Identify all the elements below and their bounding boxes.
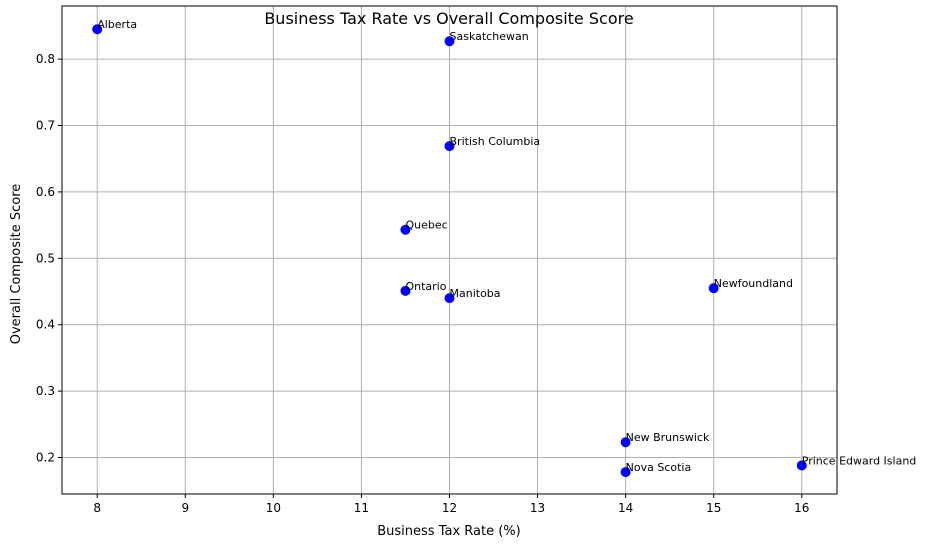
data-point-label: Quebec	[405, 219, 447, 232]
y-tick-label: 0.4	[36, 318, 55, 332]
point-layer: Alberta Saskatchewan British Columbia Quebe…	[92, 18, 917, 478]
data-point-label: Nova Scotia	[626, 461, 692, 474]
y-tick-label: 0.7	[36, 119, 55, 133]
data-point-label: Alberta	[97, 18, 137, 31]
x-tick-label: 13	[530, 501, 545, 515]
x-tick-label: 11	[354, 501, 369, 515]
data-point-label: Newfoundland	[714, 277, 793, 290]
data-point-label: Saskatchewan	[450, 30, 529, 43]
y-tick-label: 0.3	[36, 384, 55, 398]
x-tick-label: 12	[442, 501, 457, 515]
data-point	[620, 467, 631, 478]
y-tick-label: 0.5	[36, 251, 55, 265]
x-axis-label: Business Tax Rate (%)	[377, 524, 520, 539]
x-tick-label: 14	[618, 501, 633, 515]
y-tick-label: 0.6	[36, 185, 55, 199]
data-point	[444, 36, 455, 47]
x-tick-label: 15	[706, 501, 721, 515]
data-point	[620, 437, 631, 448]
data-point	[444, 141, 455, 152]
data-point	[400, 224, 411, 235]
data-point-label: Ontario	[405, 280, 446, 293]
data-point-label: Manitoba	[450, 287, 501, 300]
chart-title: Business Tax Rate vs Overall Composite S…	[264, 9, 633, 28]
data-point-label: British Columbia	[450, 135, 541, 148]
x-tick-label: 9	[181, 501, 189, 515]
y-tick-label: 0.2	[36, 450, 55, 464]
tick-layer: 8 9 10 11 12 13 14 15 16 0.2 0.3 0.4 0.5 0.6 0.7 0.8	[36, 52, 810, 515]
x-tick-label: 10	[266, 501, 281, 515]
data-point	[92, 24, 103, 35]
data-point-label: Prince Edward Island	[802, 454, 917, 467]
y-tick-label: 0.8	[36, 52, 55, 66]
data-point	[708, 283, 719, 294]
x-tick-label: 8	[93, 501, 101, 515]
grid-layer	[62, 6, 837, 494]
data-point	[400, 285, 411, 296]
plot-frame	[61, 5, 838, 495]
data-point-label: New Brunswick	[626, 431, 710, 444]
data-point	[444, 293, 455, 304]
y-axis-label: Overall Composite Score	[9, 184, 24, 345]
x-tick-label: 16	[794, 501, 809, 515]
data-point	[796, 460, 807, 471]
